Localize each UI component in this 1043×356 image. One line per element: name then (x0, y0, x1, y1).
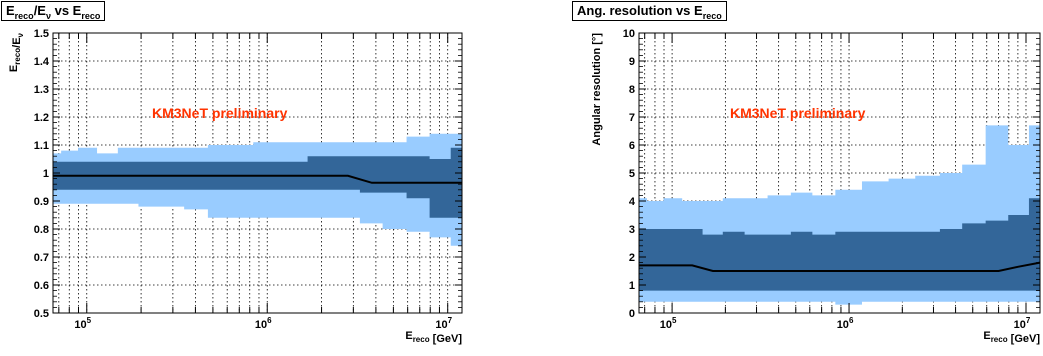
y-tick-label: 3 (629, 224, 635, 236)
y-tick-label: 1.1 (34, 140, 49, 152)
x-tick-label: 105 (660, 316, 677, 331)
y-tick-label: 0 (629, 308, 635, 320)
x-tick-label: 107 (1014, 316, 1031, 331)
y-tick-label: 1.4 (34, 56, 50, 68)
y-tick-label: 4 (629, 196, 636, 208)
x-tick-label: 105 (74, 316, 91, 331)
annotation-km3net: KM3NeT preliminary (152, 105, 288, 121)
y-tick-label: 2 (629, 252, 635, 264)
title-subscript: reco (14, 11, 34, 21)
y-axis-label: Ereco/Eν (8, 32, 25, 72)
chart-panel-energy-ratio: Ereco/Eν vs Ereco 0.5 0.6 0.7 0.8 0.9 1 1.1 1.2… (0, 0, 521, 356)
y-tick-label: 10 (623, 28, 635, 40)
y-tick-label: 0.9 (34, 196, 49, 208)
chart-title: Ereco/Eν vs Ereco (1, 1, 106, 21)
title-subscript: reco (81, 11, 101, 21)
y-tick-label: 5 (629, 168, 635, 180)
chart-plot: 0.5 0.6 0.7 0.8 0.9 1 1.1 1.2 1.3 1.4 1.5 105 106 107… (8, 28, 463, 345)
y-tick-label: 0.6 (34, 280, 49, 292)
y-tick-label: 1.5 (34, 28, 49, 40)
y-tick-label: 9 (629, 56, 635, 68)
x-tick-label: 106 (255, 316, 272, 331)
inner-band-area (639, 198, 1040, 291)
y-tick-label: 0.5 (34, 308, 49, 320)
title-subscript: reco (702, 11, 722, 21)
title-subscript: ν (45, 11, 51, 21)
x-axis-label: Ereco [GeV] (983, 330, 1040, 345)
title-text: /E (33, 3, 46, 18)
y-tick-label: 1 (629, 280, 635, 292)
y-tick-label: 1.3 (34, 84, 49, 96)
y-tick-label: 0.8 (34, 224, 49, 236)
x-axis-label: Ereco [GeV] (405, 330, 462, 345)
y-tick-label: 1 (43, 168, 49, 180)
median-line (639, 261, 1041, 272)
annotation-km3net: KM3NeT preliminary (730, 105, 866, 121)
chart-panel-angular-resolution: Ang. resolution vs Ereco 0 1 2 3 4 5 6 7 8 9 10 105… (522, 0, 1043, 356)
y-tick-label: 0.7 (34, 252, 49, 264)
y-tick-label: 1.2 (34, 112, 49, 124)
x-tick-label: 107 (435, 316, 452, 331)
title-text: vs E (51, 3, 82, 18)
title-text: E (6, 3, 15, 18)
y-tick-label: 8 (629, 84, 635, 96)
title-text: Ang. resolution vs E (577, 3, 703, 18)
y-tick-label: 7 (629, 112, 635, 124)
chart-title: Ang. resolution vs Ereco (572, 1, 727, 21)
median-line (53, 174, 462, 184)
y-axis-label: Angular resolution [°] (591, 33, 603, 146)
inner-band-area (53, 147, 462, 218)
y-tick-label: 6 (629, 140, 635, 152)
x-tick-label: 106 (837, 316, 854, 331)
